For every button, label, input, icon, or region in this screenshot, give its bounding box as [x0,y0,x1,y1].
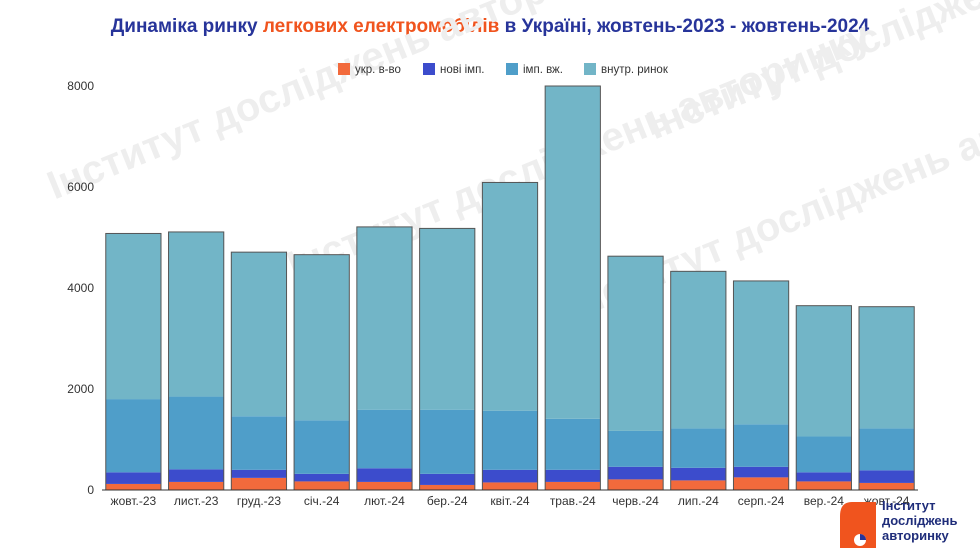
legend-swatch [584,63,596,75]
bar-segment [231,477,287,490]
x-tick-label: жовт.-23 [111,494,157,508]
x-tick-label: лип.-24 [678,494,719,508]
y-tick-label: 8000 [67,79,94,93]
bar-segment [607,479,664,490]
bar-segment [796,472,852,482]
bar-segment [733,466,789,478]
logo-icon [840,502,876,548]
bar-segment [733,280,789,425]
legend-label: нові імп. [440,64,485,76]
bar-segment [733,477,789,490]
logo-text: Інститут досліджень авторинку [882,498,978,543]
bar-segment [545,481,601,490]
bar-segment [670,467,726,481]
y-tick-label: 2000 [67,382,94,396]
bar-segment [482,182,538,411]
bar-segment [168,469,224,482]
x-tick-label: трав.-24 [550,494,596,508]
y-tick-label: 6000 [67,180,94,194]
bar-segment [419,228,475,410]
legend-swatch [423,63,435,75]
bar-segment [607,430,664,467]
bar-segment [796,436,852,473]
bar-series [105,85,915,491]
bar-segment [356,409,413,469]
bar-segment [607,466,664,480]
bar-segment [482,469,538,483]
legend-swatch [338,63,350,75]
title-part-2: в Україні, жовтень-2023 - жовтень-2024 [499,16,870,37]
chart-legend: укр. в-во нові імп. імп. вж. внутр. ринок [338,63,669,76]
x-tick-label: черв.-24 [612,494,659,508]
bar-segment [858,470,915,483]
x-tick-label: квіт.-24 [490,494,529,508]
bar-segment [231,252,287,417]
x-tick-label: вер.-24 [804,494,845,508]
bar-segment [796,481,852,490]
stacked-bar-chart: укр. в-во нові імп. імп. вж. внутр. ринок 0… [67,63,918,508]
x-tick-label: січ.-24 [304,494,340,508]
logo-line: досліджень [882,513,958,528]
x-tick-label: лист.-23 [174,494,219,508]
x-axis: жовт.-23 лист.-23 груд.-23 січ.-24 лют.-24 бе… [102,489,918,508]
bar-segment [858,306,915,429]
bar-segment [168,481,224,490]
bar-segment [733,424,789,467]
logo-line: Інститут [882,498,936,513]
bar-segment [858,482,915,490]
bar-segment [294,420,350,474]
bar-segment [356,226,413,410]
bar-segment [105,472,162,484]
bar-segment [545,86,601,419]
bar-segment [670,480,726,490]
y-axis: 0 2000 4000 6000 8000 [67,79,94,497]
bar-segment [294,473,350,482]
bar-segment [482,410,538,470]
bar-segment [419,484,475,490]
bar-segment [168,231,224,397]
y-tick-label: 0 [87,483,94,497]
legend-label: укр. в-во [355,64,401,76]
bar-segment [294,254,350,421]
legend-swatch [506,63,518,75]
bar-segment [356,481,413,490]
bar-segment [482,482,538,490]
y-tick-label: 4000 [67,281,94,295]
x-tick-label: бер.-24 [427,494,468,508]
bar-segment [796,305,852,437]
legend-label: внутр. ринок [601,64,669,76]
bar-segment [105,483,162,490]
logo-line: авторинку [882,528,949,543]
bar-segment [670,271,726,429]
bar-segment [105,233,162,400]
bar-segment [231,416,287,470]
bar-segment [545,469,601,482]
bar-segment [419,409,475,474]
x-tick-label: груд.-23 [237,494,282,508]
institute-logo: Інститут досліджень авторинку [838,494,978,556]
title-part-1: Динаміка ринку [110,16,263,37]
bar-segment [231,469,287,478]
bar-segment [419,473,475,485]
bar-segment [545,418,601,470]
bar-segment [607,256,664,431]
bar-segment [858,428,915,471]
x-tick-label: серп.-24 [738,494,785,508]
bar-segment [356,468,413,482]
bar-segment [294,481,350,490]
bar-segment [168,396,224,470]
title-accent: легкових електромобілів [262,16,500,37]
bar-segment [105,399,162,473]
bar-segment [670,428,726,468]
x-tick-label: лют.-24 [364,494,405,508]
chart-title: Динаміка ринку легкових електромобілів в… [0,16,980,38]
legend-label: імп. вж. [523,64,563,76]
